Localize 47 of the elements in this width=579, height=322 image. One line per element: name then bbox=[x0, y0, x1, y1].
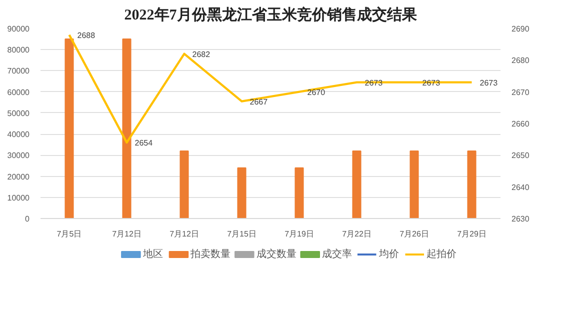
y2-tick-label: 2650 bbox=[512, 151, 530, 160]
y-tick-label: 90000 bbox=[7, 24, 30, 34]
x-tick-label: 7月22日 bbox=[342, 230, 372, 238]
bar bbox=[352, 150, 362, 218]
chart-title: 2022年7月份黑龙江省玉米竞价销售成交结果 bbox=[124, 6, 418, 24]
bar bbox=[122, 38, 132, 218]
y2-tick-label: 2690 bbox=[512, 24, 530, 34]
y-tick-label: 0 bbox=[25, 214, 30, 224]
data-label: 2667 bbox=[250, 97, 268, 106]
y-tick-label: 60000 bbox=[7, 88, 30, 97]
bar bbox=[180, 150, 189, 218]
x-tick-label: 7月19日 bbox=[284, 230, 314, 238]
bar bbox=[294, 167, 304, 218]
x-tick-label: 7月15日 bbox=[227, 230, 256, 238]
y-tick-label: 10000 bbox=[7, 193, 30, 202]
x-tick-label: 7月26日 bbox=[400, 230, 429, 238]
bar bbox=[237, 167, 246, 218]
y2-tick-label: 2670 bbox=[512, 88, 530, 97]
line-series bbox=[68, 34, 473, 144]
legend-label: 拍卖数量 bbox=[190, 248, 231, 260]
data-label: 2688 bbox=[77, 30, 96, 40]
y-tick-label: 20000 bbox=[7, 172, 30, 182]
bar bbox=[64, 38, 74, 218]
legend-label: 起拍价 bbox=[426, 248, 457, 260]
x-tick-label: 7月5日 bbox=[56, 230, 82, 238]
legend-label: 地区 bbox=[142, 248, 163, 260]
y-tick-label: 30000 bbox=[7, 151, 30, 160]
y2-tick-label: 2660 bbox=[512, 120, 530, 128]
data-label: 2682 bbox=[192, 50, 211, 59]
legend-label: 成交数量 bbox=[256, 248, 296, 260]
y-tick-label: 50000 bbox=[7, 108, 30, 118]
y-tick-label: 70000 bbox=[7, 66, 30, 76]
data-label: 2670 bbox=[307, 88, 326, 97]
data-label: 2673 bbox=[480, 78, 498, 88]
data-label: 2654 bbox=[134, 138, 154, 148]
y2-tick-label: 2680 bbox=[512, 56, 530, 66]
y-tick-label: 80000 bbox=[7, 46, 30, 55]
bar bbox=[410, 150, 419, 218]
x-tick-label: 7月29日 bbox=[457, 230, 486, 238]
bar bbox=[467, 150, 476, 218]
y-tick-label: 40000 bbox=[7, 130, 30, 140]
y2-tick-label: 2630 bbox=[512, 214, 530, 224]
legend-label: 成交率 bbox=[322, 248, 352, 260]
x-tick-label: 7月12日 bbox=[170, 230, 199, 238]
y2-tick-label: 2640 bbox=[512, 182, 530, 192]
x-tick-label: 7月12日 bbox=[112, 230, 142, 238]
legend-label: 均价 bbox=[378, 248, 399, 260]
